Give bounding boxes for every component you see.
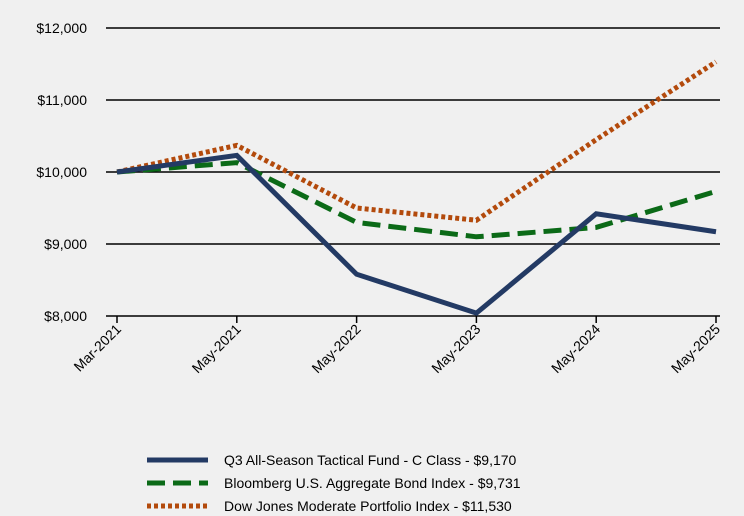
y-tick-label: $12,000 — [36, 20, 87, 36]
legend-label: Bloomberg U.S. Aggregate Bond Index - $9… — [224, 475, 521, 491]
y-tick-label: $9,000 — [44, 236, 87, 252]
legend-label: Q3 All-Season Tactical Fund - C Class - … — [224, 452, 517, 468]
series-lines — [116, 59, 718, 316]
grid-lines — [106, 27, 720, 245]
x-tick-label: May-2023 — [428, 321, 483, 376]
series-line-1 — [116, 160, 717, 240]
x-tick-label: May-2022 — [308, 321, 363, 376]
legend-label: Dow Jones Moderate Portfolio Index - $11… — [224, 498, 512, 514]
legend: Q3 All-Season Tactical Fund - C Class - … — [147, 452, 521, 514]
y-tick-label: $11,000 — [37, 92, 87, 108]
y-tick-label: $8,000 — [44, 308, 87, 324]
x-tick-label: May-2024 — [548, 321, 603, 376]
x-axis — [106, 315, 720, 323]
y-tick-label: $10,000 — [36, 164, 87, 180]
x-tick-label: Mar-2021 — [70, 321, 124, 375]
x-tick-label: May-2025 — [668, 321, 723, 376]
x-axis-tick-labels: Mar-2021 May-2021 May-2022 May-2023 May-2024… — [70, 321, 723, 376]
x-tick-label: May-2021 — [189, 321, 244, 376]
y-axis-tick-labels: $8,000 $9,000 $10,000 $11,000 $12,000 — [36, 20, 87, 324]
series-line-0 — [116, 152, 717, 316]
series-line-2 — [116, 59, 718, 223]
